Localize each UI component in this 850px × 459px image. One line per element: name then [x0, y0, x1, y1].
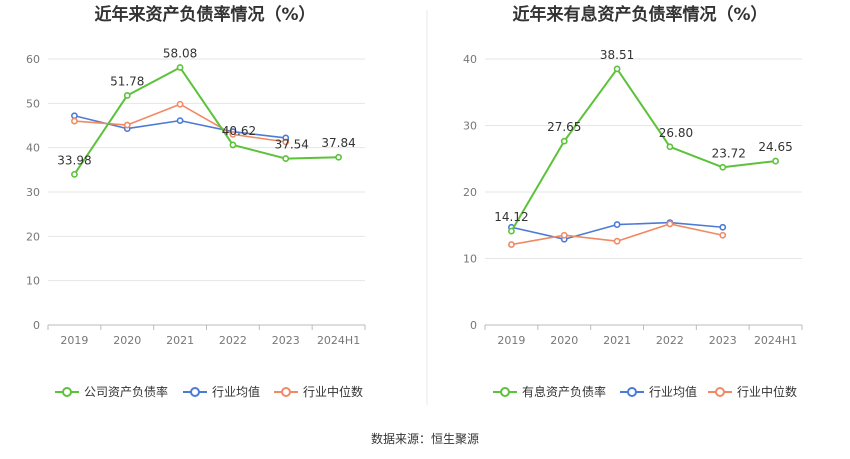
x-tick-label: 2021: [603, 334, 631, 347]
x-tick-label: 2024H1: [317, 334, 360, 347]
chart-interest-debt-ratio: 近年来有息资产负债率情况（%） 0 10 20 30 40 2019 2020 2021 2022…: [463, 4, 803, 399]
data-label: 24.65: [758, 140, 792, 154]
data-label: 33.98: [57, 153, 91, 167]
y-tick-label: 20: [26, 230, 40, 243]
x-tick-label: 2020: [550, 334, 578, 347]
x-tick-label: 2022: [656, 334, 684, 347]
y-tick-label: 60: [26, 53, 40, 66]
series-line-main: [73, 66, 339, 175]
data-point: [71, 170, 78, 178]
y-tick-label: 20: [463, 186, 477, 199]
data-point: [508, 227, 515, 235]
data-point: [666, 220, 674, 228]
y-tick-label: 40: [463, 53, 477, 66]
legend-label: 行业均值: [212, 384, 260, 399]
legend-swatch-marker: [500, 387, 510, 397]
data-point: [282, 155, 290, 162]
legend-swatch-marker: [190, 387, 200, 397]
data-point: [71, 112, 78, 120]
x-tick-label: 2022: [219, 334, 247, 347]
data-label: 26.80: [659, 126, 693, 140]
chart-title: 近年来资产负债率情况（%）: [94, 4, 315, 25]
x-tick-label: 2020: [113, 334, 141, 347]
data-label: 38.51: [600, 48, 634, 62]
data-point: [719, 231, 727, 239]
y-tick-label: 30: [463, 120, 477, 133]
legend-swatch-marker: [281, 387, 291, 397]
y-tick-label: 30: [26, 186, 40, 199]
y-tick-label: 40: [26, 142, 40, 155]
y-tick-label: 0: [33, 319, 40, 332]
data-label: 58.08: [163, 47, 197, 61]
series-line-main: [510, 67, 776, 232]
x-tick-label: 2023: [272, 334, 300, 347]
data-point: [123, 92, 131, 99]
data-point: [71, 117, 78, 125]
data-point: [613, 237, 621, 245]
x-tick-label: 2019: [497, 334, 525, 347]
data-point: [508, 241, 515, 248]
y-tick-label: 10: [463, 253, 477, 266]
data-point: [613, 221, 621, 228]
data-point: [666, 143, 674, 151]
data-label: 23.72: [712, 146, 746, 160]
data-point: [772, 157, 779, 165]
data-point: [176, 117, 184, 125]
data-label: 51.78: [110, 74, 144, 88]
data-label: 27.65: [547, 120, 581, 134]
x-tick-label: 2023: [709, 334, 737, 347]
x-tick-label: 2019: [60, 334, 88, 347]
data-point: [176, 100, 184, 108]
data-label: 37.54: [275, 138, 309, 152]
data-point: [560, 231, 568, 239]
y-tick-label: 0: [470, 319, 477, 332]
data-point: [719, 223, 727, 231]
data-source: 数据来源：恒生聚源: [371, 431, 479, 446]
data-point: [560, 137, 568, 145]
x-tick-label: 2024H1: [754, 334, 797, 347]
data-point: [229, 141, 237, 149]
legend-label: 行业中位数: [737, 384, 797, 399]
chart-debt-ratio: 近年来资产负债率情况（%） 0 10 20 30 40 50 60 2019 2020 2021 20…: [26, 4, 366, 399]
legend-swatch-marker: [62, 387, 72, 397]
data-label: 14.12: [494, 210, 528, 224]
data-label: 37.84: [321, 136, 355, 150]
data-point: [719, 163, 727, 171]
data-point: [335, 153, 342, 161]
legend-label: 公司资产负债率: [84, 384, 168, 399]
legend-swatch-marker: [715, 387, 725, 397]
data-point: [229, 130, 237, 138]
data-point: [282, 138, 290, 146]
data-point: [176, 64, 184, 71]
legend-label: 有息资产负债率: [522, 384, 606, 399]
data-point: [123, 121, 131, 129]
legend-label: 行业中位数: [303, 384, 363, 399]
x-tick-label: 2021: [166, 334, 194, 347]
chart-title: 近年来有息资产负债率情况（%）: [512, 4, 767, 25]
data-point: [613, 65, 621, 73]
data-label: 40.62: [222, 124, 256, 138]
legend-swatch-marker: [627, 387, 637, 397]
legend-label: 行业均值: [649, 384, 697, 399]
y-tick-label: 10: [26, 275, 40, 288]
y-tick-label: 50: [26, 97, 40, 110]
